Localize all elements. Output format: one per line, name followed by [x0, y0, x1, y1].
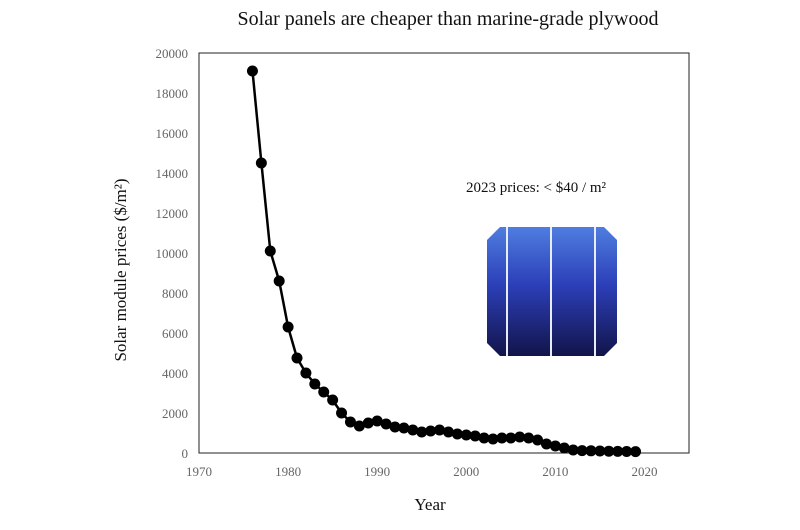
- y-tick-label: 6000: [162, 326, 188, 341]
- x-axis-ticks: 1970 1980 1990 2000 2010 2020: [186, 464, 657, 479]
- data-point: [576, 445, 588, 457]
- data-point: [487, 433, 499, 445]
- plot-frame: [198, 52, 690, 454]
- data-point: [567, 444, 579, 456]
- y-tick-label: 18000: [156, 86, 189, 101]
- data-point: [336, 407, 348, 419]
- data-point: [425, 425, 437, 437]
- x-tick-label: 2010: [542, 464, 568, 479]
- y-axis-ticks: 0 2000 4000 6000 8000 10000 12000 14000 16000 180…: [156, 46, 189, 461]
- data-point: [469, 430, 481, 442]
- y-tick-label: 16000: [156, 126, 189, 141]
- data-point: [434, 424, 446, 436]
- data-point: [291, 352, 303, 364]
- x-tick-label: 2000: [453, 464, 479, 479]
- data-point: [246, 65, 258, 77]
- data-point: [585, 445, 597, 457]
- data-point: [309, 378, 321, 390]
- y-axis-label: Solar module prices ($/m²): [111, 178, 130, 361]
- data-point: [380, 418, 392, 430]
- data-point: [398, 422, 410, 434]
- data-point: [594, 445, 606, 457]
- data-point: [523, 432, 535, 444]
- y-tick-label: 20000: [156, 46, 189, 61]
- data-point: [630, 446, 642, 458]
- data-point: [353, 420, 365, 432]
- data-point: [273, 275, 285, 287]
- y-tick-label: 14000: [156, 166, 189, 181]
- data-point: [540, 438, 552, 450]
- data-point: [532, 434, 544, 446]
- data-point: [389, 421, 401, 433]
- data-point: [264, 245, 276, 257]
- data-point: [416, 426, 428, 438]
- y-tick-label: 0: [182, 446, 189, 461]
- data-point: [442, 426, 454, 438]
- data-point: [514, 431, 526, 443]
- series-layer: [246, 65, 642, 458]
- chart-title: Solar panels are cheaper than marine-gra…: [238, 8, 659, 30]
- data-point: [282, 321, 294, 333]
- data-point: [612, 445, 624, 457]
- y-tick-label: 10000: [156, 246, 189, 261]
- y-tick-label: 4000: [162, 366, 188, 381]
- data-point: [327, 394, 339, 406]
- x-tick-label: 2020: [631, 464, 657, 479]
- y-tick-label: 12000: [156, 206, 189, 221]
- data-point: [255, 157, 267, 169]
- x-axis-label: Year: [414, 495, 446, 514]
- data-point: [407, 424, 419, 436]
- solar-cell-image: [487, 227, 617, 356]
- data-point: [300, 367, 312, 379]
- data-point: [505, 432, 517, 444]
- price-annotation: 2023 prices: < $40 / m²: [466, 180, 607, 196]
- x-tick-label: 1980: [275, 464, 301, 479]
- data-point: [496, 432, 508, 444]
- data-point: [362, 417, 374, 429]
- data-point: [549, 440, 561, 452]
- y-tick-label: 2000: [162, 406, 188, 421]
- y-tick-label: 8000: [162, 286, 188, 301]
- data-point: [621, 446, 633, 457]
- data-point: [460, 429, 472, 441]
- data-point: [451, 428, 463, 440]
- x-tick-label: 1970: [186, 464, 212, 479]
- x-tick-label: 1990: [364, 464, 390, 479]
- data-point: [318, 386, 330, 398]
- data-point: [478, 432, 490, 444]
- data-point: [344, 416, 356, 428]
- data-point: [371, 415, 383, 427]
- data-point: [558, 442, 570, 454]
- data-point: [603, 445, 615, 457]
